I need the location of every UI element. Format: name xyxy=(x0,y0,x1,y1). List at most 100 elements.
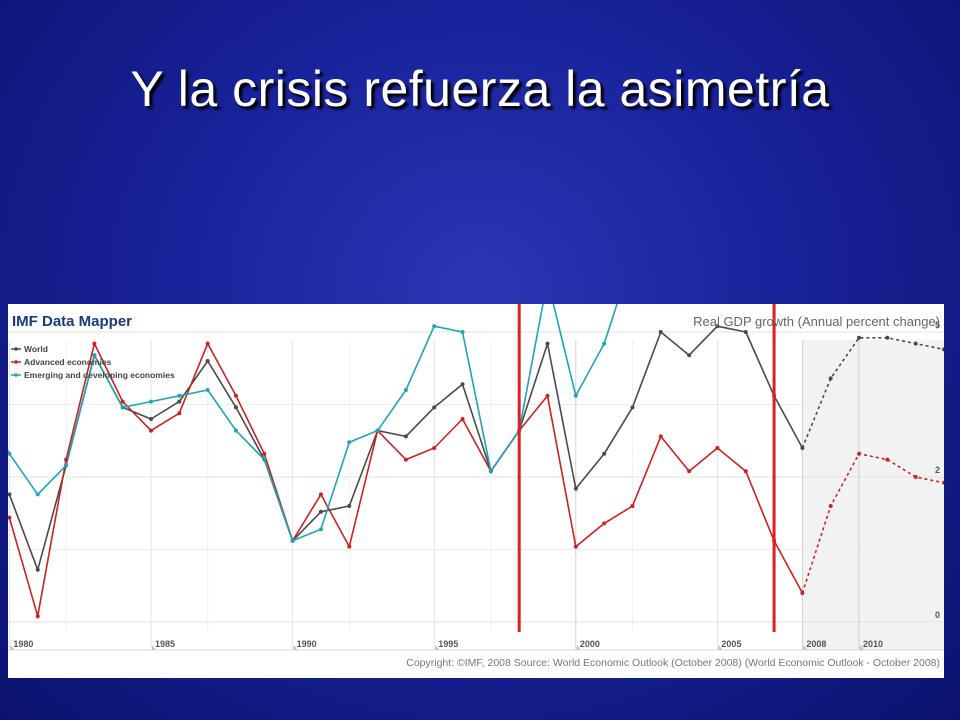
series-line-advanced xyxy=(8,342,804,618)
chart-title: Real GDP growth (Annual percent change) xyxy=(693,314,940,329)
legend-label: World xyxy=(24,344,48,354)
data-point-advanced xyxy=(913,475,918,479)
data-point-advanced xyxy=(120,399,125,404)
x-tick-label: 2010 xyxy=(863,639,883,649)
legend-dot-world xyxy=(14,347,18,351)
series-forecast-line-advanced xyxy=(801,452,944,594)
data-point-advanced xyxy=(149,428,154,433)
data-point-world xyxy=(743,330,748,334)
data-point-world xyxy=(857,335,862,340)
data-point-world xyxy=(828,376,833,381)
data-point-advanced xyxy=(233,393,238,398)
data-point-advanced xyxy=(743,469,748,474)
data-point-emerging xyxy=(92,353,97,358)
x-tick-label: 1995 xyxy=(438,639,458,649)
data-point-emerging xyxy=(290,538,295,543)
data-point-emerging xyxy=(488,469,493,474)
data-point-advanced xyxy=(857,451,862,456)
x-tick-label: 1990 xyxy=(297,639,317,649)
data-point-world xyxy=(545,341,550,346)
data-point-world xyxy=(602,451,607,456)
data-point-emerging xyxy=(602,341,607,346)
data-point-emerging xyxy=(35,492,40,497)
data-point-advanced xyxy=(205,341,210,346)
data-point-advanced xyxy=(828,504,833,508)
data-point-emerging xyxy=(149,399,154,404)
legend-dot-advanced xyxy=(14,360,18,364)
data-point-emerging xyxy=(460,330,465,334)
x-tick-label: 2000 xyxy=(580,639,600,649)
brand-label: IMF Data Mapper xyxy=(12,313,132,330)
x-tick-label: 2008 xyxy=(806,639,826,649)
legend-dot-emerging xyxy=(14,373,18,377)
data-point-world xyxy=(233,405,238,410)
data-point-emerging xyxy=(262,457,267,462)
data-point-emerging xyxy=(403,388,408,392)
data-point-world xyxy=(630,405,635,410)
series-forecast-line-world xyxy=(801,336,944,449)
gdp-growth-chart: 0257.519801985199019952000200520082010IM… xyxy=(8,304,944,678)
data-point-advanced xyxy=(262,451,267,456)
data-point-world xyxy=(432,405,437,410)
data-point-emerging xyxy=(64,463,69,468)
series-line-emerging xyxy=(8,304,618,542)
x-tick-marker xyxy=(10,645,15,650)
legend-label: Emerging and developing economies xyxy=(24,370,175,380)
y-tick-label: 2 xyxy=(935,465,940,475)
x-tick-marker xyxy=(718,645,723,650)
data-point-world xyxy=(8,492,12,497)
legend-label: Advanced economies xyxy=(24,357,112,367)
data-point-advanced xyxy=(460,417,465,421)
data-point-advanced xyxy=(800,591,805,595)
data-point-advanced xyxy=(92,341,97,346)
data-point-advanced xyxy=(545,393,550,398)
y-tick-label: 5 xyxy=(935,320,940,330)
chart-panel: 0257.519801985199019952000200520082010IM… xyxy=(8,304,944,678)
data-point-world xyxy=(658,330,663,334)
data-point-advanced xyxy=(942,480,944,485)
data-point-emerging xyxy=(375,428,380,433)
x-tick-marker xyxy=(860,645,865,650)
data-point-advanced xyxy=(347,544,352,549)
data-point-advanced xyxy=(8,515,12,520)
data-point-world xyxy=(687,353,692,358)
data-point-advanced xyxy=(35,614,40,619)
x-tick-marker xyxy=(803,645,808,650)
data-point-advanced xyxy=(715,446,720,450)
y-tick-label: 0 xyxy=(935,610,940,620)
data-point-emerging xyxy=(432,324,437,329)
slide-title: Y la crisis refuerza la asimetría xyxy=(130,61,830,117)
data-point-world xyxy=(715,324,720,329)
data-point-advanced xyxy=(885,457,890,462)
data-point-world xyxy=(885,335,890,340)
data-point-advanced xyxy=(403,457,408,462)
data-point-world xyxy=(205,359,210,363)
data-point-emerging xyxy=(8,451,12,456)
x-tick-marker xyxy=(435,645,440,650)
data-point-advanced xyxy=(177,411,182,416)
data-point-advanced xyxy=(602,521,607,526)
data-point-emerging xyxy=(205,388,210,392)
data-point-world xyxy=(347,504,352,508)
data-point-advanced xyxy=(318,492,323,497)
data-point-world xyxy=(318,509,323,514)
x-tick-marker xyxy=(152,645,157,650)
data-point-world xyxy=(149,417,154,421)
data-point-world xyxy=(35,567,40,572)
data-point-world xyxy=(403,434,408,439)
data-point-world xyxy=(942,347,944,352)
x-tick-label: 2005 xyxy=(721,639,741,649)
data-point-emerging xyxy=(318,527,323,532)
data-point-emerging xyxy=(233,428,238,433)
copyright-text: Copyright: ©IMF, 2008 Source: World Econ… xyxy=(406,657,940,669)
data-point-emerging xyxy=(347,440,352,445)
data-point-emerging xyxy=(177,393,182,398)
x-tick-marker xyxy=(576,645,581,650)
forecast-shade xyxy=(802,340,944,650)
x-tick-label: 1980 xyxy=(13,639,33,649)
data-point-world xyxy=(460,382,465,387)
data-point-advanced xyxy=(64,457,69,462)
data-point-world xyxy=(573,486,578,491)
data-point-world xyxy=(177,399,182,404)
x-tick-label: 1985 xyxy=(155,639,175,649)
